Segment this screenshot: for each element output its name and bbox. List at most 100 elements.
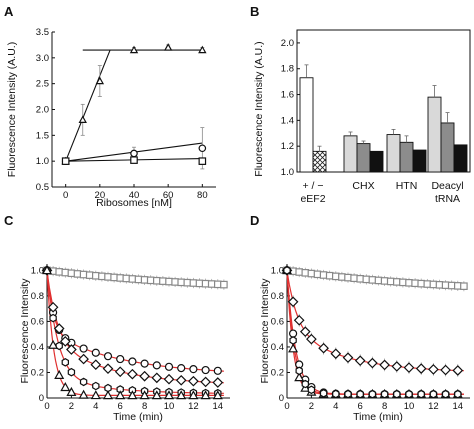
x-axis-title: Time (min) <box>113 411 163 423</box>
data-point-hexagon <box>368 389 377 399</box>
data-point-hexagon <box>319 389 328 398</box>
data-point-hexagon <box>67 367 76 377</box>
data-point-triangle <box>176 390 187 400</box>
data-point-square <box>104 273 112 281</box>
data-point-diamond <box>59 336 71 347</box>
category-label: + / − <box>302 180 323 192</box>
data-point-hexagon <box>454 389 462 399</box>
data-point-diamond <box>367 357 378 369</box>
data-point-square <box>441 281 450 289</box>
data-point-square <box>110 273 118 282</box>
data-point-square <box>130 156 138 164</box>
y-axis-title: Fluorescence Intensity <box>19 278 31 384</box>
data-point-square <box>189 279 198 287</box>
data-point-square <box>61 157 70 165</box>
data-point-diamond <box>379 359 390 371</box>
data-point-triangle <box>294 372 305 382</box>
data-point-hexagon <box>356 389 364 399</box>
data-point-circle <box>128 357 137 366</box>
y-tick-label: 1.0 <box>281 167 294 178</box>
data-point-hexagon <box>55 341 63 351</box>
data-point-triangle <box>78 115 87 123</box>
y-axis-title: Fluorescence Intensity (A.U.) <box>6 42 18 177</box>
panel-letter-a: A <box>4 4 14 19</box>
data-point-square <box>435 281 444 289</box>
data-point-triangle <box>139 390 150 400</box>
y-tick-label: 0.6 <box>31 316 44 327</box>
data-point-square <box>447 281 456 290</box>
data-point-square <box>393 278 401 286</box>
data-point-square <box>183 278 192 287</box>
data-point-diamond <box>391 361 403 372</box>
data-point-square <box>198 157 207 165</box>
data-point-square <box>380 277 389 285</box>
panel-letter-d: D <box>250 213 259 228</box>
panel-d-chart: 0 0.2 0.4 0.6 0.8 1.0 0 2 4 6 8 10 12 14 Time (min) Flu… <box>259 264 470 423</box>
data-point-triangle <box>48 339 59 349</box>
x-tick-label: 0 <box>284 401 289 412</box>
x-tick-label: 12 <box>428 401 439 412</box>
data-point-square <box>350 274 358 283</box>
category-label: HTN <box>396 180 418 192</box>
data-point-triangle <box>102 390 114 400</box>
x-tick-label: 2 <box>309 401 314 412</box>
data-point-hexagon <box>301 379 309 389</box>
bar-light <box>386 134 401 173</box>
data-point-square <box>73 270 82 278</box>
y-tick-label: 1.2 <box>281 141 294 152</box>
data-point-diamond <box>403 362 415 373</box>
y-tick-label: 0.5 <box>36 182 49 193</box>
y-tick-label: 0 <box>279 393 284 404</box>
data-point-square <box>98 272 106 281</box>
data-point-diamond <box>114 366 126 378</box>
data-point-circle <box>177 363 186 373</box>
x-tick-label: 2 <box>69 401 74 412</box>
x-tick-label: 12 <box>188 401 199 412</box>
y-tick-label: 1.8 <box>281 64 294 75</box>
fit-curve <box>286 270 464 395</box>
panel-letter-b: B <box>250 4 259 19</box>
data-point-diamond <box>212 377 224 388</box>
x-tick-label: 4 <box>93 401 98 412</box>
data-point-square <box>386 277 395 286</box>
data-point-circle <box>164 362 174 371</box>
x-tick-label: 60 <box>163 190 174 201</box>
plot-frame <box>296 29 471 173</box>
data-point-triangle <box>60 382 71 392</box>
data-point-square <box>85 271 94 279</box>
x-tick-label: 0 <box>63 190 68 201</box>
y-tick-label: 0.4 <box>31 342 44 353</box>
data-point-diamond <box>163 373 175 385</box>
data-point-hexagon <box>307 385 316 395</box>
data-point-circle <box>201 365 210 375</box>
bar-black <box>412 149 427 173</box>
data-point-diamond <box>306 333 317 345</box>
data-point-triangle <box>95 76 105 85</box>
data-point-diamond <box>47 301 59 313</box>
data-point-diamond <box>299 326 311 338</box>
data-point-square <box>116 274 125 282</box>
bar-white <box>299 77 314 173</box>
data-point-hexagon <box>380 389 389 399</box>
y-axis-title: Fluorescence Intensity (A.U.) <box>253 41 265 176</box>
data-point-diamond <box>428 364 439 375</box>
data-point-diamond <box>354 355 366 367</box>
y-tick-label: 0.4 <box>271 342 284 353</box>
data-point-square <box>91 271 100 280</box>
y-tick-label: 2.0 <box>36 105 49 116</box>
data-point-square <box>201 279 210 288</box>
data-point-square <box>405 279 413 287</box>
data-point-square <box>332 272 340 281</box>
x-tick-label: 8 <box>142 401 147 412</box>
data-point-hexagon <box>344 389 352 399</box>
x-axis-title: Time (min) <box>353 411 403 423</box>
data-point-square <box>423 280 432 288</box>
data-point-square <box>140 276 149 284</box>
data-point-circle <box>213 366 222 375</box>
y-tick-label: 1.0 <box>36 156 49 167</box>
data-point-diamond <box>452 365 464 376</box>
data-point-hexagon <box>61 358 70 367</box>
panel-c-chart: 0 0.2 0.4 0.6 0.8 1.0 0 2 4 6 8 10 12 14 Time (min) Flu… <box>19 264 230 423</box>
data-point-triangle <box>198 45 207 54</box>
x-tick-label: 80 <box>197 190 208 201</box>
